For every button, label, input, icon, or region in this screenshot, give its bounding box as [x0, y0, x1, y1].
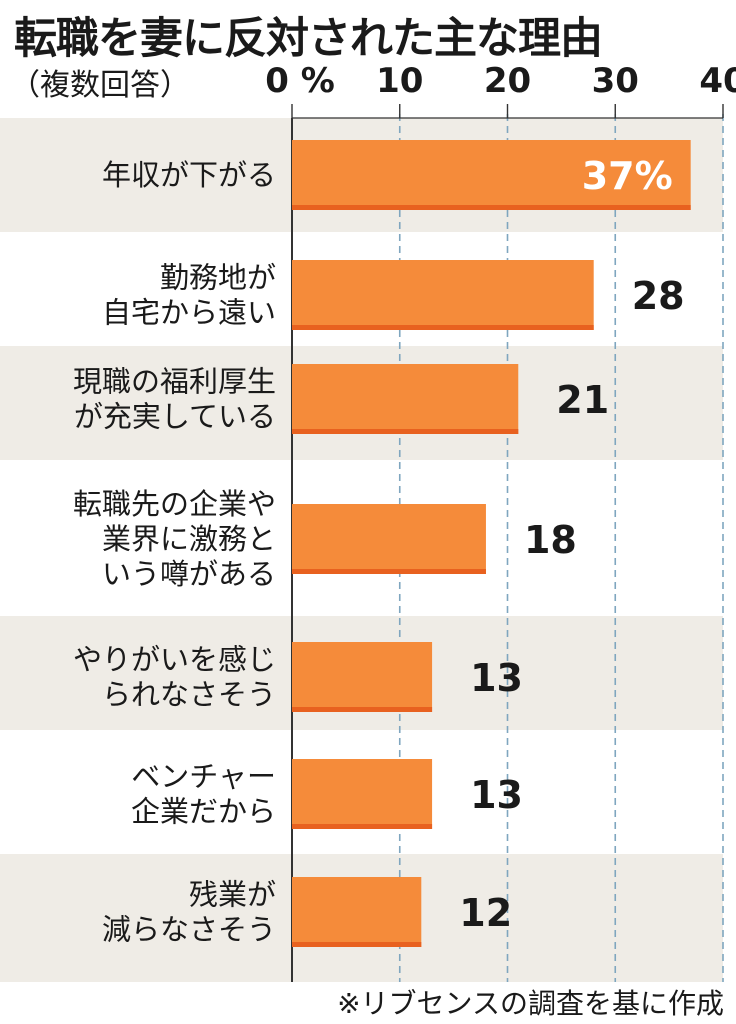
value-label: 21 — [556, 378, 609, 422]
category-label: 減らなさそう — [102, 913, 276, 947]
category-label: 企業だから — [131, 795, 276, 829]
tick-label: 0 % — [265, 61, 335, 101]
bar-bottom-edge — [292, 569, 486, 574]
bar-bottom-edge — [292, 824, 433, 829]
bar — [292, 504, 486, 574]
category-label: 業界に激務と — [102, 522, 276, 556]
value-label: 13 — [470, 656, 523, 700]
value-label: 12 — [459, 891, 512, 935]
category-label: 年収が下がる — [102, 158, 276, 192]
bar — [292, 140, 691, 210]
bar — [292, 260, 594, 330]
bar-bottom-edge — [292, 429, 519, 434]
bar-bottom-edge — [292, 942, 422, 947]
category-label: られなさそう — [102, 678, 276, 712]
category-label: 自宅から遠い — [102, 296, 276, 330]
tick-label: 40 — [699, 61, 736, 101]
value-label: 18 — [524, 518, 577, 562]
value-label: 37% — [582, 154, 673, 198]
chart-title: 転職を妻に反対された主な理由 — [14, 14, 603, 64]
tick-label: 10 — [376, 61, 423, 101]
category-label: 残業が — [189, 878, 276, 912]
value-label: 13 — [470, 773, 523, 817]
value-label: 28 — [632, 274, 685, 318]
tick-label: 20 — [484, 61, 531, 101]
bar-bottom-edge — [292, 325, 594, 330]
bar-bottom-edge — [292, 205, 691, 210]
bar — [292, 642, 433, 712]
category-label: 勤務地が — [160, 261, 276, 295]
source-note: ※リブセンスの調査を基に作成 — [337, 987, 724, 1020]
category-label: いう噂がある — [102, 557, 276, 591]
category-label: が充実している — [74, 400, 276, 434]
category-label: ベンチャー — [131, 760, 276, 794]
category-label: 転職先の企業や — [73, 487, 276, 521]
chart-subtitle: （複数回答） — [10, 68, 190, 103]
bar — [292, 877, 422, 947]
bar-bottom-edge — [292, 707, 433, 712]
category-label: 現職の福利厚生 — [73, 365, 276, 399]
bar — [292, 364, 519, 434]
tick-label: 30 — [592, 61, 639, 101]
category-label: やりがいを感じ — [73, 643, 276, 677]
bar — [292, 759, 433, 829]
